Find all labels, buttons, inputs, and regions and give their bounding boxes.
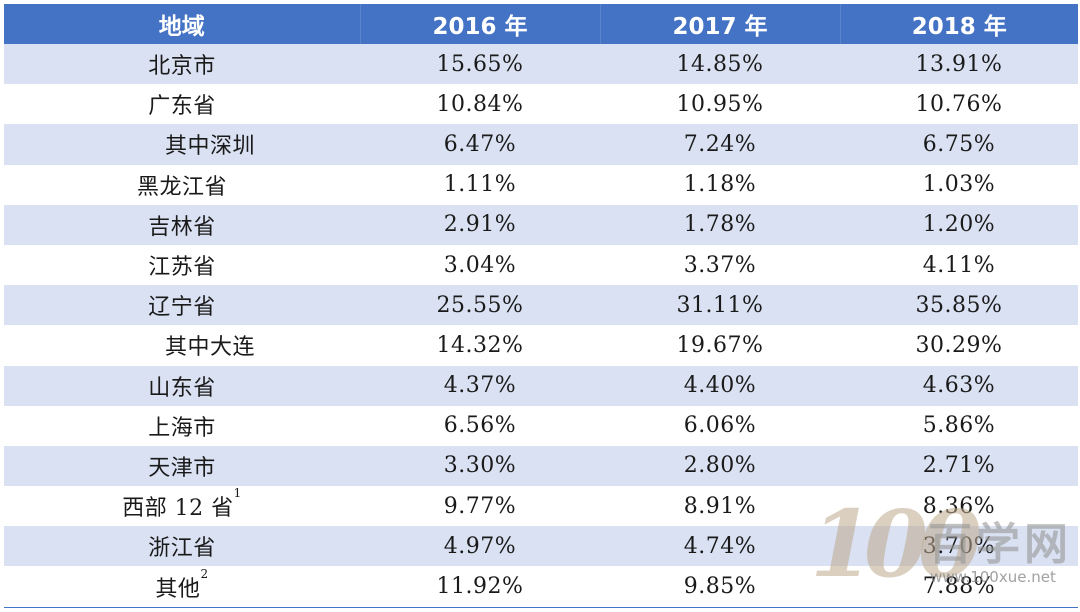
value-cell-2018: 35.85% xyxy=(840,285,1078,326)
header-region: 地域 xyxy=(4,4,361,44)
value-cell-2017: 7.24% xyxy=(600,124,840,165)
region-cell: 天津市 xyxy=(4,445,360,487)
value-cell-2016: 3.30% xyxy=(360,445,600,487)
value-cell-2017: 4.74% xyxy=(600,526,840,567)
region-label: 北京市 xyxy=(148,54,216,80)
value-cell-2018: 4.63% xyxy=(840,365,1078,406)
footnote-marker: 1 xyxy=(233,486,242,501)
value-cell-2016: 14.32% xyxy=(360,325,600,366)
value-cell-2018: 5.86% xyxy=(840,405,1078,446)
value-cell-2018: 2.71% xyxy=(840,445,1078,487)
region-cell: 上海市 xyxy=(4,405,360,446)
header-2016: 2016 年 xyxy=(360,4,601,44)
value-cell-2017: 1.18% xyxy=(600,164,840,205)
value-cell-2016: 9.77% xyxy=(360,486,600,527)
table-row: 浙江省 4.97% 4.74% 3.70% xyxy=(4,526,1078,567)
table-row: 江苏省 3.04% 3.37% 4.11% xyxy=(4,244,1078,286)
table-row: 北京市 15.65% 14.85% 13.91% xyxy=(4,44,1078,85)
value-cell-2016: 10.84% xyxy=(360,84,600,125)
value-cell-2018: 6.75% xyxy=(840,124,1078,165)
table-row: 西部 12 省1 9.77% 8.91% 8.36% xyxy=(4,486,1078,527)
value-cell-2017: 3.37% xyxy=(600,244,840,286)
value-cell-2017: 1.78% xyxy=(600,204,840,245)
header-2018: 2018 年 xyxy=(840,4,1078,44)
region-label: 天津市 xyxy=(148,455,216,481)
value-cell-2017: 6.06% xyxy=(600,405,840,446)
table-row: 辽宁省 25.55% 31.11% 35.85% xyxy=(4,285,1078,326)
value-cell-2016: 4.37% xyxy=(360,365,600,406)
region-label: 山东省 xyxy=(148,375,216,401)
value-cell-2018: 4.11% xyxy=(840,244,1078,286)
table-row: 其中大连 14.32% 19.67% 30.29% xyxy=(4,325,1078,366)
value-cell-2017: 8.91% xyxy=(600,486,840,527)
region-label: 江苏省 xyxy=(148,255,216,281)
value-cell-2018: 10.76% xyxy=(840,84,1078,125)
table-row: 其他2 11.92% 9.85% 7.88% xyxy=(4,566,1078,608)
footnote-marker: 2 xyxy=(200,566,209,581)
region-cell: 北京市 xyxy=(4,44,360,85)
value-cell-2018: 1.03% xyxy=(840,164,1078,205)
table-row: 其中深圳 6.47% 7.24% 6.75% xyxy=(4,124,1078,165)
value-cell-2018: 30.29% xyxy=(840,325,1078,366)
region-cell: 黑龙江省 xyxy=(4,164,360,205)
region-cell: 其他2 xyxy=(4,566,360,608)
value-cell-2017: 9.85% xyxy=(600,566,840,608)
table-row: 吉林省 2.91% 1.78% 1.20% xyxy=(4,204,1078,245)
region-label: 其中深圳 xyxy=(164,134,255,160)
value-cell-2018: 13.91% xyxy=(840,44,1078,85)
region-label: 其他 xyxy=(155,576,201,602)
region-label: 其中大连 xyxy=(164,335,255,361)
value-cell-2016: 6.56% xyxy=(360,405,600,446)
region-label: 吉林省 xyxy=(148,214,216,240)
value-cell-2016: 15.65% xyxy=(360,44,600,85)
value-cell-2018: 1.20% xyxy=(840,204,1078,245)
table-row: 山东省 4.37% 4.40% 4.63% xyxy=(4,365,1078,406)
value-cell-2017: 19.67% xyxy=(600,325,840,366)
region-cell: 辽宁省 xyxy=(4,285,360,326)
value-cell-2016: 6.47% xyxy=(360,124,600,165)
value-cell-2017: 2.80% xyxy=(600,445,840,487)
value-cell-2017: 14.85% xyxy=(600,44,840,85)
region-label: 西部 12 省 xyxy=(122,496,234,522)
value-cell-2016: 25.55% xyxy=(360,285,600,326)
value-cell-2016: 4.97% xyxy=(360,526,600,567)
region-label: 黑龙江省 xyxy=(136,174,227,200)
region-cell: 其中大连 xyxy=(4,325,360,366)
value-cell-2016: 11.92% xyxy=(360,566,600,608)
value-cell-2017: 31.11% xyxy=(600,285,840,326)
value-cell-2016: 2.91% xyxy=(360,204,600,245)
region-cell: 西部 12 省1 xyxy=(4,486,360,527)
value-cell-2017: 4.40% xyxy=(600,365,840,406)
value-cell-2018: 3.70% xyxy=(840,526,1078,567)
region-cell: 其中深圳 xyxy=(4,124,360,165)
region-cell: 吉林省 xyxy=(4,204,360,245)
region-cell: 广东省 xyxy=(4,84,360,125)
region-cell: 浙江省 xyxy=(4,526,360,567)
region-cell: 江苏省 xyxy=(4,244,360,286)
region-label: 浙江省 xyxy=(148,536,216,562)
value-cell-2016: 3.04% xyxy=(360,244,600,286)
region-label: 广东省 xyxy=(148,94,216,120)
region-label: 上海市 xyxy=(148,415,216,441)
region-label: 辽宁省 xyxy=(148,295,216,321)
header-2017: 2017 年 xyxy=(600,4,841,44)
region-cell: 山东省 xyxy=(4,365,360,406)
table-row: 天津市 3.30% 2.80% 2.71% xyxy=(4,445,1078,487)
region-share-table: 地域 2016 年 2017 年 2018 年 北京市 15.65% 14.85% 1… xyxy=(4,4,1078,608)
table-header-row: 地域 2016 年 2017 年 2018 年 xyxy=(4,4,1078,44)
value-cell-2018: 7.88% xyxy=(840,566,1078,608)
table-row: 黑龙江省 1.11% 1.18% 1.03% xyxy=(4,164,1078,205)
table-row: 广东省 10.84% 10.95% 10.76% xyxy=(4,84,1078,125)
value-cell-2018: 8.36% xyxy=(840,486,1078,527)
value-cell-2017: 10.95% xyxy=(600,84,840,125)
table-row: 上海市 6.56% 6.06% 5.86% xyxy=(4,405,1078,446)
value-cell-2016: 1.11% xyxy=(360,164,600,205)
